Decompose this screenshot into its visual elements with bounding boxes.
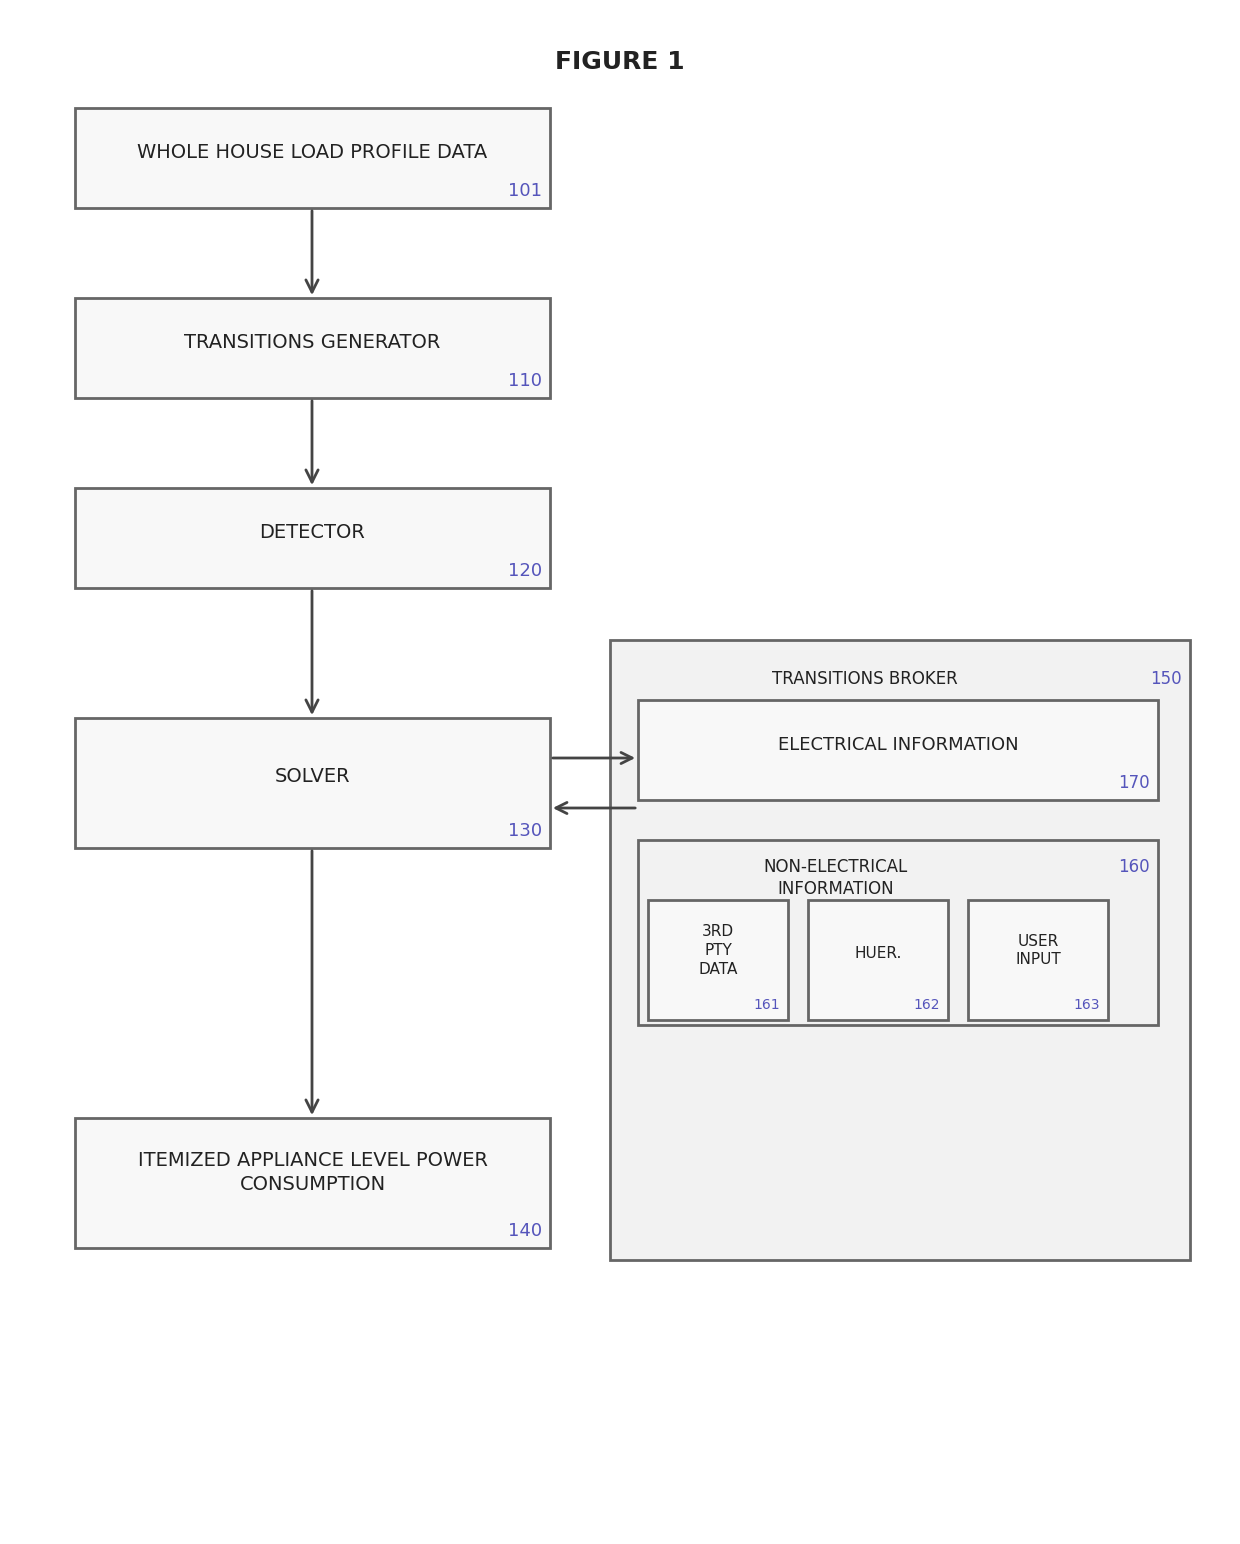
Text: 140: 140 xyxy=(508,1221,542,1240)
Bar xyxy=(649,900,787,1021)
Bar xyxy=(808,900,949,1021)
Text: USER
INPUT: USER INPUT xyxy=(1016,934,1061,967)
Bar xyxy=(74,718,551,848)
Text: ELECTRICAL INFORMATION: ELECTRICAL INFORMATION xyxy=(777,736,1018,753)
Bar xyxy=(639,699,1158,800)
Text: 101: 101 xyxy=(508,182,542,201)
Text: 110: 110 xyxy=(508,372,542,391)
Text: 160: 160 xyxy=(1118,858,1149,875)
Text: TRANSITIONS BROKER: TRANSITIONS BROKER xyxy=(773,670,959,689)
Text: 161: 161 xyxy=(754,997,780,1011)
Bar xyxy=(610,641,1190,1260)
Bar xyxy=(968,900,1109,1021)
Bar xyxy=(74,108,551,208)
Text: DETECTOR: DETECTOR xyxy=(259,523,366,542)
Text: 130: 130 xyxy=(508,821,542,840)
Text: SOLVER: SOLVER xyxy=(275,767,351,786)
Bar xyxy=(74,488,551,588)
Bar xyxy=(74,298,551,398)
Text: ITEMIZED APPLIANCE LEVEL POWER
CONSUMPTION: ITEMIZED APPLIANCE LEVEL POWER CONSUMPTI… xyxy=(138,1152,487,1194)
Bar xyxy=(74,1118,551,1248)
Text: HUER.: HUER. xyxy=(854,946,901,962)
Text: TRANSITIONS GENERATOR: TRANSITIONS GENERATOR xyxy=(185,334,440,352)
Text: 162: 162 xyxy=(914,997,940,1011)
Text: 170: 170 xyxy=(1118,774,1149,792)
Text: 120: 120 xyxy=(508,562,542,581)
Text: NON-ELECTRICAL
INFORMATION: NON-ELECTRICAL INFORMATION xyxy=(764,858,908,899)
Text: FIGURE 1: FIGURE 1 xyxy=(556,49,684,74)
Bar xyxy=(639,840,1158,1025)
Text: 150: 150 xyxy=(1151,670,1182,689)
Text: 163: 163 xyxy=(1074,997,1100,1011)
Text: 3RD
PTY
DATA: 3RD PTY DATA xyxy=(698,925,738,976)
Text: WHOLE HOUSE LOAD PROFILE DATA: WHOLE HOUSE LOAD PROFILE DATA xyxy=(138,144,487,162)
